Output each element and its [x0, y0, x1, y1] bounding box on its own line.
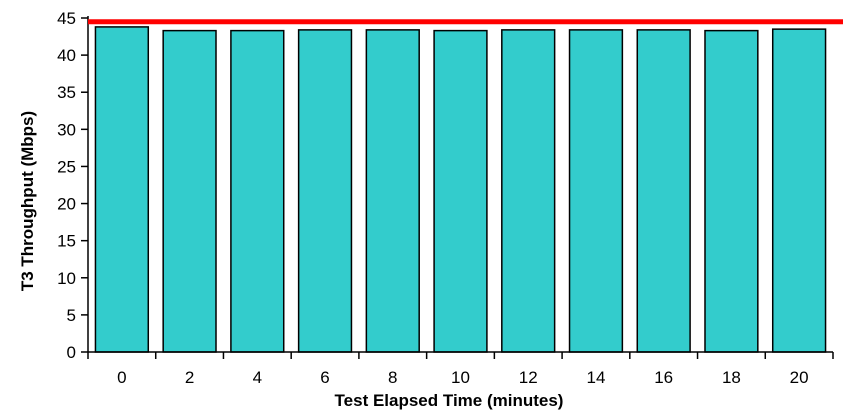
axes: [87, 16, 833, 353]
bar: [704, 29, 759, 353]
bar: [297, 29, 353, 353]
y-tick-label: 5: [67, 306, 76, 325]
x-tick-label: 4: [253, 368, 262, 387]
bar: [433, 29, 488, 353]
x-tick-label: 16: [654, 368, 673, 387]
x-axis-title: Test Elapsed Time (minutes): [335, 391, 564, 410]
bar: [230, 29, 285, 353]
bar: [162, 29, 217, 353]
x-tick-label: 8: [388, 368, 397, 387]
x-tick-label: 12: [519, 368, 538, 387]
y-tick-label: 30: [57, 120, 76, 139]
y-tick-label: 20: [57, 195, 76, 214]
y-tick-label: 35: [57, 83, 76, 102]
x-tick-label: 20: [790, 368, 809, 387]
y-tick-label: 10: [57, 269, 76, 288]
y-tick-label: 25: [57, 157, 76, 176]
x-tick-label: 10: [451, 368, 470, 387]
bar: [501, 29, 556, 353]
bar: [771, 28, 827, 353]
x-tick-label: 0: [117, 368, 126, 387]
bars: [94, 26, 827, 353]
y-tick-label: 15: [57, 232, 76, 251]
y-tick-label: 45: [57, 9, 76, 28]
x-tick-label: 2: [185, 368, 194, 387]
bar: [636, 29, 691, 353]
bar: [365, 29, 420, 353]
x-tick-label: 6: [320, 368, 329, 387]
x-tick-label: 18: [722, 368, 741, 387]
bar: [94, 26, 150, 353]
y-tick-label: 40: [57, 46, 76, 65]
y-axis-ticks: 0 5 10 15 20 25 30 35 40 45: [57, 9, 88, 362]
y-axis-title: T3 Throughput (Mbps): [18, 111, 37, 291]
y-tick-label: 0: [67, 343, 76, 362]
x-axis-ticks: 0 2 4 6 8 10 12 14 16 18 20: [87, 352, 834, 387]
x-tick-label: 14: [586, 368, 605, 387]
bar: [568, 29, 624, 353]
